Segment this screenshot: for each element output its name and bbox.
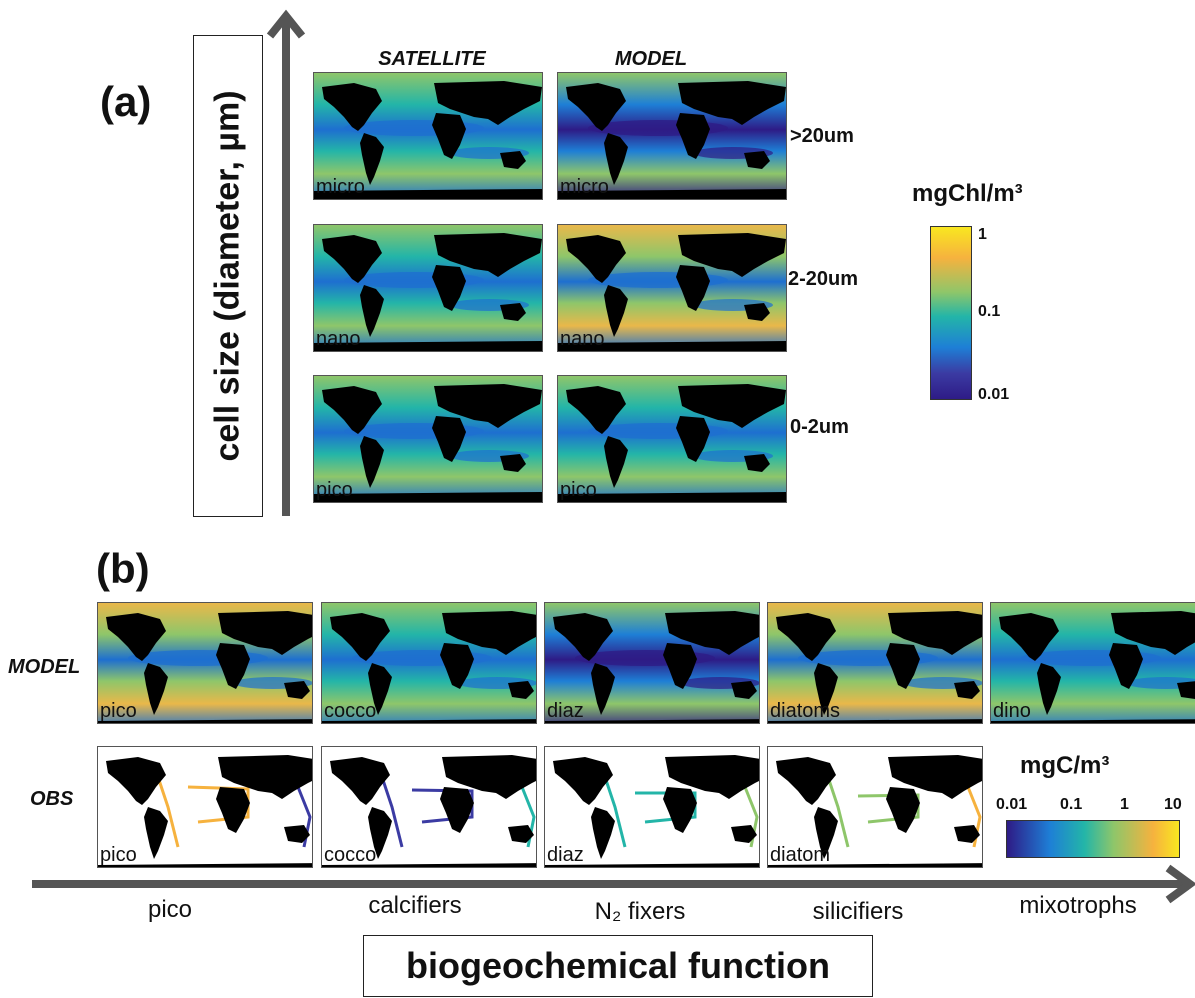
panel-b-model-map-cocco-label: cocco bbox=[324, 700, 377, 722]
colorbar-b-title: mgC/m³ bbox=[1020, 752, 1110, 779]
col-header-model: MODEL bbox=[614, 48, 688, 70]
cell-size-axis-label: cell size (diameter, µm) bbox=[208, 90, 247, 462]
colorbar-b-tick-1: 1 bbox=[1120, 796, 1129, 813]
size-label-nano: 2-20um bbox=[788, 268, 859, 290]
model-map-pico: pico bbox=[557, 375, 787, 503]
panel-b-model-map-cocco: cocco bbox=[321, 602, 537, 724]
biogeochemical-function-label: biogeochemical function bbox=[405, 945, 831, 986]
colorbar-b-tick-0-01: 0.01 bbox=[996, 796, 1028, 813]
satellite-map-pico: pico bbox=[313, 375, 543, 503]
panel-b-obs-map-pico-label: pico bbox=[100, 844, 137, 866]
panel-b-obs-map-cocco-label: cocco bbox=[324, 844, 377, 866]
panel-b-obs-map-pico: pico bbox=[97, 746, 313, 868]
function-mixotrophs: mixotrophs bbox=[1019, 892, 1137, 919]
satellite-map-pico-label: pico bbox=[316, 479, 353, 501]
panel-b-obs-map-cocco: cocco bbox=[321, 746, 537, 868]
panel-b-model-map-dino-label: dino bbox=[993, 700, 1031, 722]
panel-b-model-map-diatoms-label: diatoms bbox=[770, 700, 841, 722]
size-label-micro: >20um bbox=[790, 125, 854, 147]
satellite-map-micro-label: micro bbox=[316, 176, 365, 198]
function-silicifiers: silicifiers bbox=[812, 898, 904, 925]
panel-b-obs-map-diatom-label: diatom bbox=[770, 844, 831, 866]
panel-b-label: (b) bbox=[96, 545, 150, 592]
panel-b-model-map-dino: dino bbox=[990, 602, 1195, 724]
colorbar-a-tick-0-1: 0.1 bbox=[978, 303, 1001, 320]
function-calcifiers: calcifiers bbox=[368, 892, 462, 919]
size-label-pico: 0-2um bbox=[790, 416, 849, 438]
panel-b-model-map-pico: pico bbox=[97, 602, 313, 724]
model-map-nano: nano bbox=[557, 224, 787, 352]
panel-b-obs-map-diaz: diaz bbox=[544, 746, 760, 868]
model-map-micro: micro bbox=[557, 72, 787, 200]
biogeochemical-function-box: biogeochemical function bbox=[363, 935, 873, 997]
function-n2-fixers: N₂ fixers bbox=[594, 898, 686, 925]
colorbar-a-tick-1: 1 bbox=[978, 226, 987, 243]
cell-size-axis-box: cell size (diameter, µm) bbox=[193, 35, 263, 517]
model-map-micro-label: micro bbox=[560, 176, 609, 198]
colorbar-a-title: mgChl/m³ bbox=[912, 180, 1023, 207]
satellite-map-nano: nano bbox=[313, 224, 543, 352]
row-header-model: MODEL bbox=[8, 656, 81, 678]
satellite-map-micro: micro bbox=[313, 72, 543, 200]
colorbar-b bbox=[1006, 820, 1180, 858]
cell-size-arrow bbox=[266, 9, 306, 516]
colorbar-b-tick-0-1: 0.1 bbox=[1060, 796, 1083, 813]
panel-b-model-map-diatoms: diatoms bbox=[767, 602, 983, 724]
colorbar-a-tick-0-01: 0.01 bbox=[978, 386, 1010, 403]
row-header-obs: OBS bbox=[30, 788, 74, 810]
panel-a-label: (a) bbox=[100, 78, 152, 125]
colorbar-a bbox=[930, 226, 972, 400]
panel-b-model-map-pico-label: pico bbox=[100, 700, 137, 722]
model-map-nano-label: nano bbox=[560, 328, 605, 350]
panel-b-obs-map-diatom: diatom bbox=[767, 746, 983, 868]
panel-b-obs-map-diaz-label: diaz bbox=[547, 844, 584, 866]
model-map-pico-label: pico bbox=[560, 479, 597, 501]
colorbar-b-tick-10: 10 bbox=[1164, 796, 1182, 813]
col-header-satellite: SATELLITE bbox=[378, 48, 486, 70]
panel-b-model-map-diaz: diaz bbox=[544, 602, 760, 724]
satellite-map-nano-label: nano bbox=[316, 328, 361, 350]
function-arrow bbox=[32, 864, 1195, 904]
function-pico: pico bbox=[147, 896, 193, 923]
panel-b-model-map-diaz-label: diaz bbox=[547, 700, 584, 722]
